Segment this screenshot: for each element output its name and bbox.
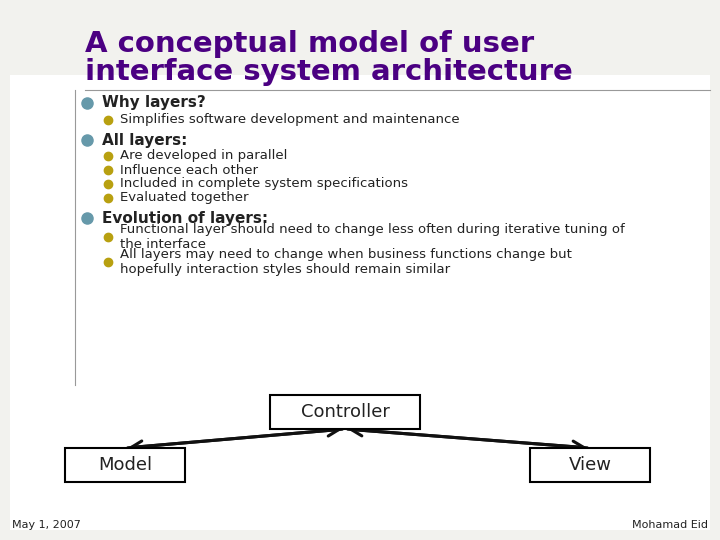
Text: Why layers?: Why layers? — [102, 96, 206, 111]
Text: Model: Model — [98, 456, 152, 474]
Text: All layers:: All layers: — [102, 132, 187, 147]
Text: Included in complete system specifications: Included in complete system specificatio… — [120, 178, 408, 191]
Text: Influence each other: Influence each other — [120, 164, 258, 177]
Text: Evaluated together: Evaluated together — [120, 192, 248, 205]
Text: View: View — [569, 456, 611, 474]
Text: Controller: Controller — [300, 403, 390, 421]
FancyBboxPatch shape — [530, 448, 650, 482]
Text: A conceptual model of user: A conceptual model of user — [85, 30, 534, 58]
Text: interface system architecture: interface system architecture — [85, 58, 572, 86]
FancyBboxPatch shape — [65, 448, 185, 482]
Text: Mohamad Eid: Mohamad Eid — [632, 520, 708, 530]
FancyBboxPatch shape — [270, 395, 420, 429]
FancyBboxPatch shape — [10, 75, 710, 530]
Text: All layers may need to change when business functions change but
hopefully inter: All layers may need to change when busin… — [120, 248, 572, 276]
Text: Are developed in parallel: Are developed in parallel — [120, 150, 287, 163]
Text: May 1, 2007: May 1, 2007 — [12, 520, 81, 530]
Text: Simplifies software development and maintenance: Simplifies software development and main… — [120, 113, 459, 126]
Text: Evolution of layers:: Evolution of layers: — [102, 211, 268, 226]
Text: Functional layer should need to change less often during iterative tuning of
the: Functional layer should need to change l… — [120, 222, 625, 251]
